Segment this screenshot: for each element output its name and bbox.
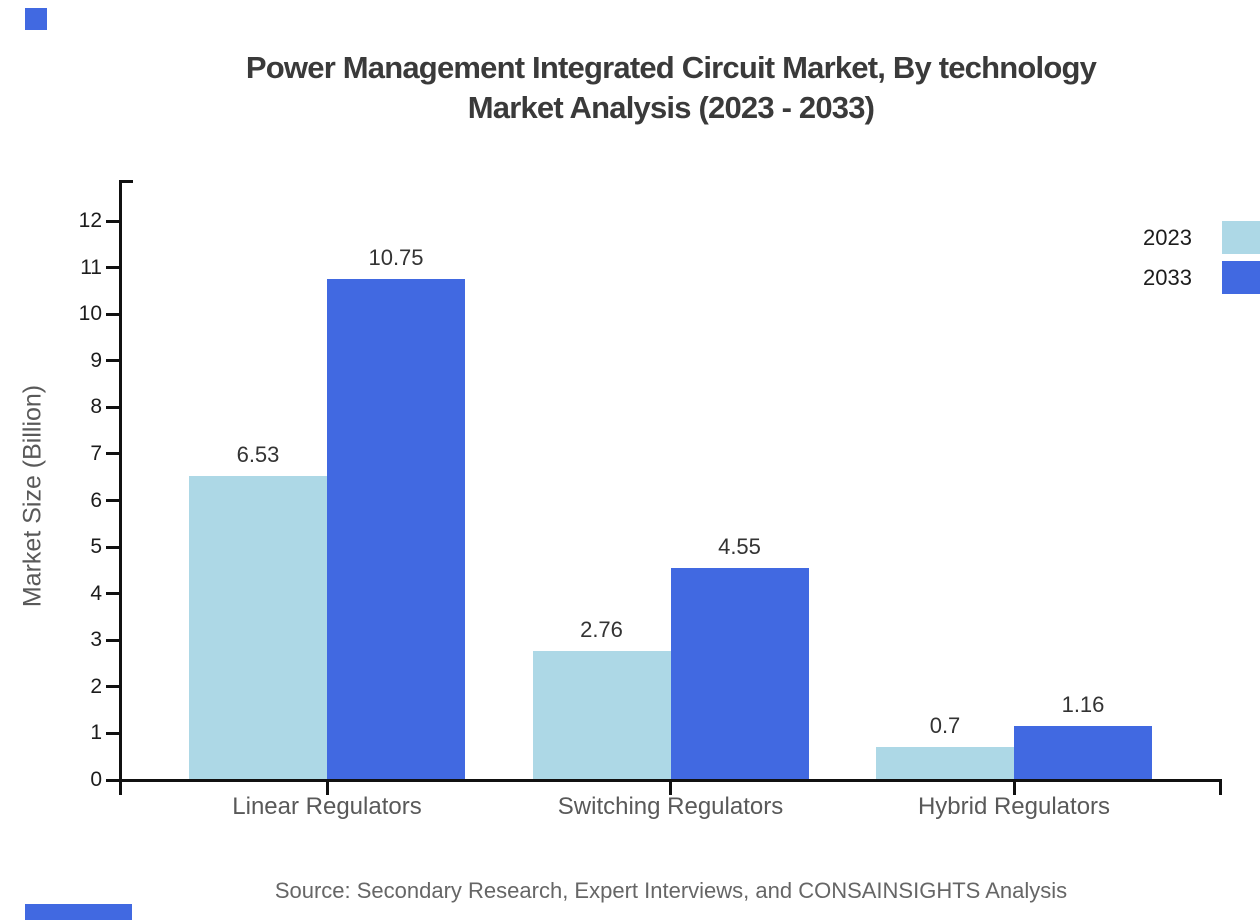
y-tick-mark (106, 731, 119, 735)
y-axis-line (119, 180, 122, 795)
bar-value-label: 4.55 (718, 534, 761, 560)
chart-title-line1: Power Management Integrated Circuit Mark… (245, 50, 1097, 85)
y-tick-mark (106, 312, 119, 316)
y-tick-mark (106, 219, 119, 223)
bar-2023-hybrid-regulators (876, 747, 1014, 780)
y-axis-end-cap (119, 180, 133, 183)
y-tick-mark (106, 685, 119, 689)
watermark-bar (25, 904, 132, 920)
y-tick-label: 2 (90, 674, 102, 698)
y-tick-label: 10 (78, 302, 102, 326)
bar-2023-linear-regulators (189, 475, 327, 780)
y-tick-mark (106, 405, 119, 409)
bar-value-label: 6.53 (236, 441, 280, 467)
y-tick-label: 12 (78, 209, 102, 232)
x-tick-mark (1012, 780, 1016, 795)
y-tick-mark (106, 592, 119, 596)
category-label: Hybrid Regulators (917, 793, 1111, 820)
x-tick-mark (669, 780, 672, 795)
y-tick-mark (106, 638, 119, 642)
legend-swatch-2023 (1222, 221, 1260, 254)
category-label: Linear Regulators (232, 793, 422, 820)
y-tick-label: 7 (90, 441, 102, 465)
y-tick-mark (106, 778, 119, 782)
y-tick-mark (106, 545, 119, 549)
y-tick-label: 0 (90, 768, 102, 791)
y-tick-mark (106, 359, 119, 363)
y-tick-label: 4 (90, 581, 102, 605)
bar-2033-linear-regulators (327, 279, 465, 780)
bar-value-label: 2.76 (580, 617, 623, 643)
y-tick-label: 3 (90, 628, 102, 652)
chart-title-line2: Market Analysis (2023 - 2033) (467, 90, 875, 125)
bar-value-label: 1.16 (1061, 691, 1105, 717)
y-tick-mark (106, 499, 119, 502)
chart-title: Power Management Integrated Circuit Mark… (120, 48, 1222, 128)
y-tick-label: 11 (80, 255, 102, 279)
bar-2033-hybrid-regulators (1014, 725, 1152, 780)
bar-value-label: 0.7 (929, 713, 961, 739)
bar-2033-switching-regulators (670, 568, 809, 780)
y-tick-label: 8 (90, 395, 102, 419)
x-tick-mark (325, 780, 329, 795)
category-label: Switching Regulators (557, 793, 784, 820)
watermark-square (25, 8, 47, 30)
x-axis-end-cap (1219, 779, 1222, 795)
y-tick-label: 6 (90, 488, 102, 512)
y-tick-mark (106, 452, 119, 456)
y-tick-label: 9 (90, 348, 102, 372)
source-note: Source: Secondary Research, Expert Inter… (274, 878, 1068, 903)
y-tick-label: 1 (90, 721, 102, 745)
bar-value-label: 10.75 (368, 245, 424, 271)
bar-2023-switching-regulators (532, 651, 671, 780)
y-tick-label: 5 (90, 535, 102, 559)
legend-label-2033: 2033 (1143, 265, 1192, 290)
legend-swatch-2033 (1222, 261, 1260, 294)
y-tick-mark (106, 266, 119, 270)
legend-label-2023: 2023 (1143, 225, 1192, 250)
